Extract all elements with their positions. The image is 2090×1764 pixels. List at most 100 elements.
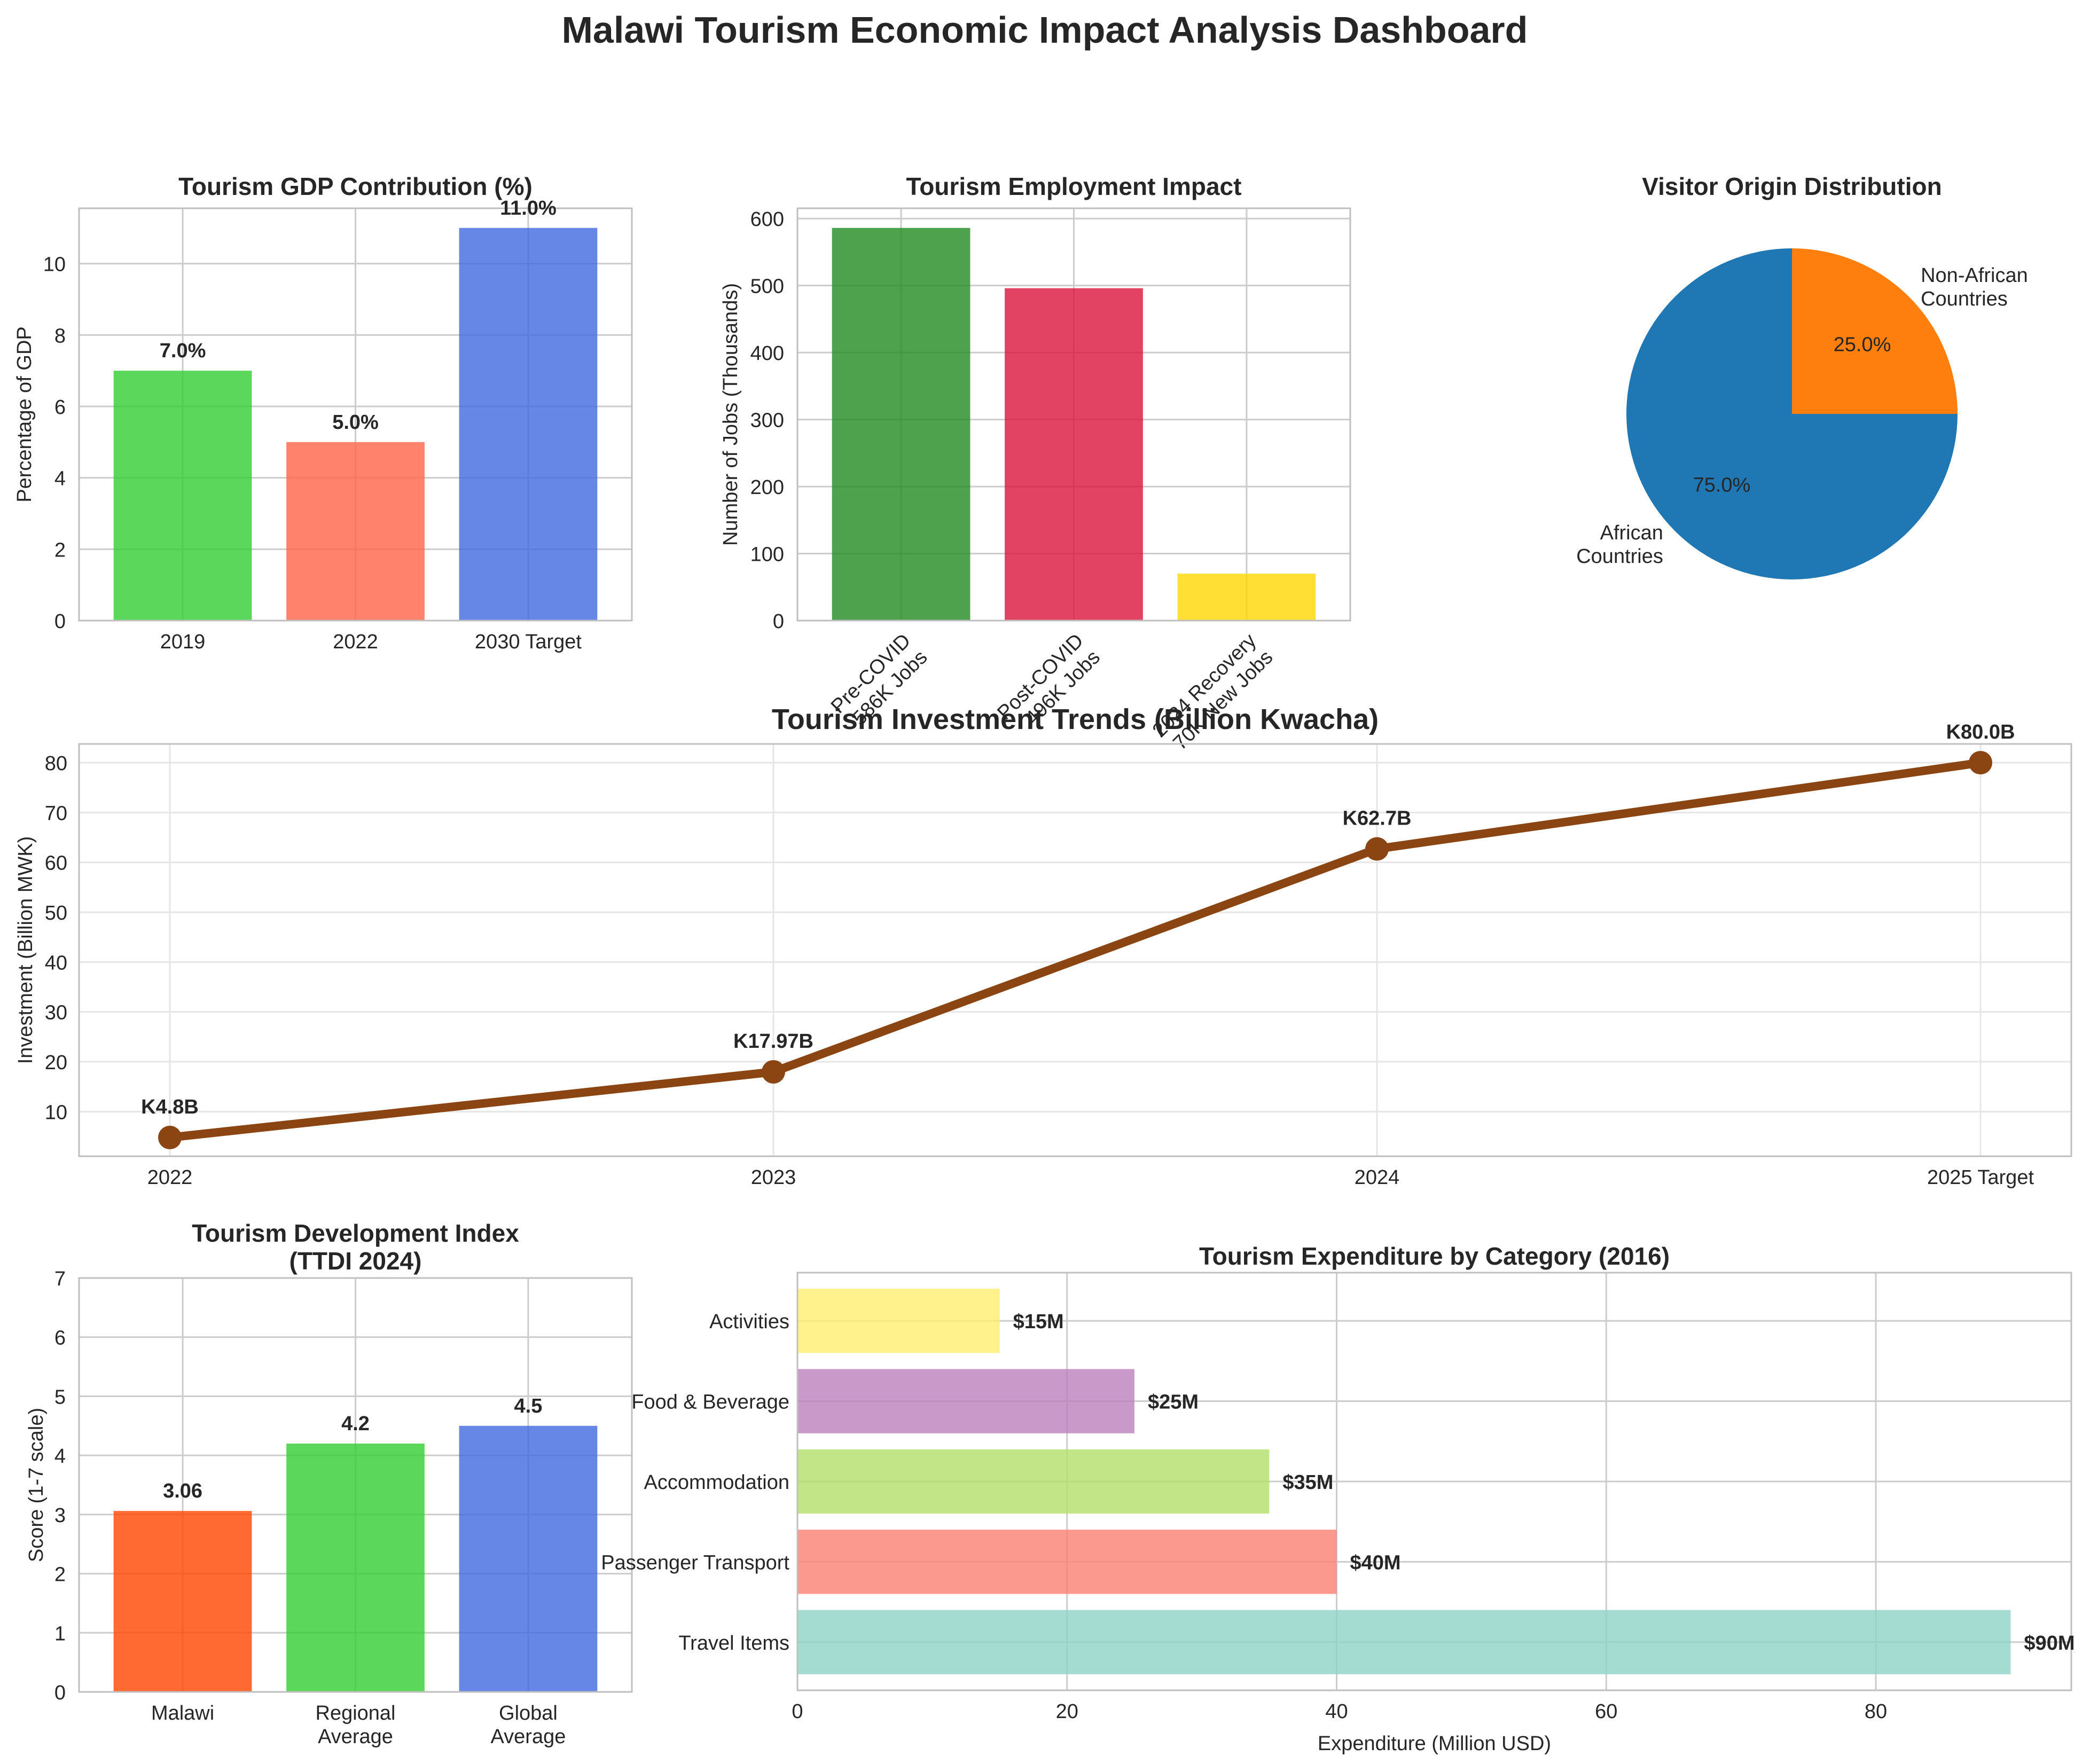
y-tick-label: 2 <box>54 1564 66 1586</box>
y-tick-label: Passenger Transport <box>601 1551 789 1574</box>
bar <box>113 1511 252 1692</box>
y-tick-label: 20 <box>45 1052 67 1074</box>
y-tick-label: 0 <box>773 610 784 633</box>
chart-title: Tourism Development Index (TTDI 2024) <box>192 1219 519 1275</box>
x-tick-label: 40 <box>1325 1700 1348 1723</box>
y-tick-label: 40 <box>45 952 67 974</box>
y-tick-label: 4 <box>54 468 66 490</box>
value-label: 4.2 <box>341 1413 370 1435</box>
data-point <box>1365 837 1389 861</box>
chart-title: Tourism Investment Trends (Billion Kwach… <box>772 703 1379 735</box>
y-tick-label: 70 <box>45 802 67 825</box>
y-tick-label: 1 <box>54 1622 66 1645</box>
x-tick-label: Global Average <box>491 1702 566 1748</box>
value-label: 3.06 <box>163 1480 202 1502</box>
bar <box>1177 574 1316 621</box>
value-label: $25M <box>1148 1391 1199 1414</box>
bar <box>797 1289 1000 1353</box>
y-tick-label: 80 <box>45 752 67 775</box>
y-tick-label: 400 <box>750 342 784 365</box>
y-tick-label: 100 <box>750 544 784 566</box>
y-tick-label: Accommodation <box>644 1471 789 1494</box>
chart-ttdi: 0 1 2 3 4 5 6 7 Malawi Regional Average Global Avera… <box>25 1219 633 1748</box>
investment-line <box>169 758 1982 1142</box>
chart-title: Tourism Expenditure by Category (2016) <box>1199 1242 1670 1270</box>
data-point <box>762 1060 785 1084</box>
y-tick-label: Food & Beverage <box>631 1391 789 1414</box>
x-tick-label: 80 <box>1865 1700 1887 1723</box>
y-axis-label: Percentage of GDP <box>13 326 36 503</box>
y-tick-label: 0 <box>54 1682 66 1704</box>
bar <box>832 228 970 621</box>
x-tick-label: 20 <box>1056 1700 1078 1723</box>
data-point <box>1969 751 1992 775</box>
y-tick-label: 5 <box>54 1386 66 1408</box>
value-label: 4.5 <box>514 1395 543 1417</box>
chart-investment: 10 20 30 40 50 60 70 80 2022 2023 2024 2025 Target K… <box>14 703 2072 1189</box>
value-label: $35M <box>1282 1471 1333 1494</box>
chart-origin: 75.0% African Countries 25.0% Non-African Cou… <box>1576 173 2028 579</box>
y-tick-label: 3 <box>54 1504 66 1527</box>
y-tick-label: 7 <box>54 1268 66 1290</box>
y-tick-label: 10 <box>45 1101 67 1124</box>
x-tick-label: 0 <box>792 1700 803 1723</box>
plot-frame <box>796 1272 2072 1691</box>
bar <box>797 1530 1337 1594</box>
y-tick-label: 8 <box>54 325 66 347</box>
value-label: K62.7B <box>1343 807 1412 830</box>
y-tick-label: 50 <box>45 902 67 924</box>
y-tick-label: Travel Items <box>678 1632 789 1655</box>
x-tick-label: Malawi <box>151 1702 214 1724</box>
pie-category-label: Non-African Countries <box>1921 264 2028 310</box>
y-tick-label: 0 <box>54 610 66 633</box>
bar <box>459 1425 598 1692</box>
y-tick-label: 60 <box>45 852 67 875</box>
value-label: K4.8B <box>141 1096 199 1118</box>
pie-percent-label: 25.0% <box>1834 333 1891 356</box>
y-tick-label: 200 <box>750 476 784 499</box>
chart-expenditure: 0 20 40 60 80 Travel Items Passenger Transport… <box>601 1242 2075 1755</box>
plot-frame <box>78 1277 633 1693</box>
value-label: K17.97B <box>733 1030 813 1053</box>
y-tick-label: 2 <box>54 539 66 561</box>
y-axis-label: Score (1-7 scale) <box>25 1408 48 1562</box>
x-tick-label: 2019 <box>160 631 206 653</box>
pie-percent-label: 75.0% <box>1693 474 1751 497</box>
bar <box>286 1444 425 1692</box>
y-tick-label: 6 <box>54 396 66 419</box>
y-axis-label: Investment (Billion MWK) <box>14 836 37 1064</box>
bar <box>113 371 252 621</box>
chart-title: Tourism Employment Impact <box>906 173 1242 200</box>
value-label: $15M <box>1013 1311 1064 1333</box>
y-tick-label: 4 <box>54 1445 66 1468</box>
plot-frame <box>78 207 633 622</box>
chart-title: Tourism GDP Contribution (%) <box>178 173 533 200</box>
x-axis-label: Expenditure (Million USD) <box>1318 1732 1551 1755</box>
x-tick-label: 2023 <box>751 1166 796 1189</box>
x-tick-label: 2024 Recovery70K New Jobs <box>1148 630 1278 759</box>
x-tick-label: 2022 <box>333 631 378 653</box>
y-axis-label: Number of Jobs (Thousands) <box>719 283 742 546</box>
y-tick-label: 10 <box>43 254 66 276</box>
value-label: 7.0% <box>160 340 206 362</box>
x-tick-label: 2024 <box>1355 1166 1400 1189</box>
x-tick-label: 2025 Target <box>1927 1166 2034 1189</box>
chart-title: Visitor Origin Distribution <box>1642 173 1942 200</box>
x-tick-label: 60 <box>1595 1700 1617 1723</box>
y-tick-label: 600 <box>750 208 784 231</box>
y-tick-label: 500 <box>750 276 784 298</box>
value-label: $90M <box>2024 1632 2075 1655</box>
x-tick-label: Regional Average <box>316 1702 396 1748</box>
dashboard-title: Malawi Tourism Economic Impact Analysis … <box>562 9 1528 51</box>
bar <box>797 1369 1134 1433</box>
value-label: $40M <box>1350 1551 1401 1574</box>
bar <box>459 228 598 621</box>
pie-category-label: African Countries <box>1576 522 1663 568</box>
pie-slice <box>1792 248 1958 414</box>
bar <box>286 442 425 621</box>
plot-frame <box>78 743 2072 1157</box>
value-label: 5.0% <box>332 411 379 434</box>
value-label: 11.0% <box>500 197 557 219</box>
